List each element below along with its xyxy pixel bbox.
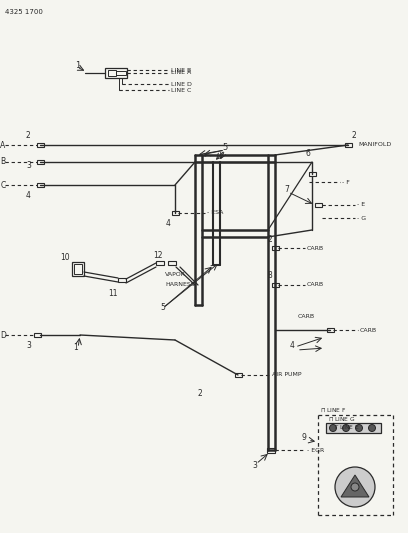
Bar <box>267 448 275 453</box>
Text: CARB: CARB <box>298 313 315 319</box>
Bar <box>308 172 315 176</box>
Bar <box>105 68 127 78</box>
Text: CARB: CARB <box>307 246 324 251</box>
Text: LINE D: LINE D <box>171 82 192 86</box>
Text: B: B <box>0 157 6 166</box>
Text: HARNESS: HARNESS <box>165 282 195 287</box>
Text: - F: - F <box>342 180 350 184</box>
Text: CARB: CARB <box>307 282 324 287</box>
Bar <box>116 71 126 75</box>
Text: - EGR: - EGR <box>307 448 324 453</box>
Text: 2: 2 <box>26 132 31 141</box>
Text: 3: 3 <box>252 461 257 470</box>
Text: AIR PUMP: AIR PUMP <box>272 373 302 377</box>
Bar <box>33 333 40 337</box>
Bar <box>36 160 44 164</box>
Bar <box>171 211 179 215</box>
Text: 8: 8 <box>268 271 273 280</box>
Text: LINE A: LINE A <box>171 70 191 76</box>
Text: - G: - G <box>357 215 366 221</box>
Text: - E: - E <box>357 203 365 207</box>
Circle shape <box>330 424 337 432</box>
Bar <box>271 246 279 250</box>
Text: 12: 12 <box>153 251 162 260</box>
Bar <box>36 183 44 187</box>
Circle shape <box>342 424 350 432</box>
Bar <box>74 264 82 274</box>
Text: VAPOR: VAPOR <box>165 272 186 278</box>
Text: 2: 2 <box>197 389 202 398</box>
Text: 5: 5 <box>160 303 165 312</box>
Text: A: A <box>0 141 6 149</box>
Text: 4: 4 <box>290 341 295 350</box>
Text: 9: 9 <box>302 433 307 442</box>
Text: LINE C: LINE C <box>171 87 191 93</box>
Text: 11: 11 <box>108 288 118 297</box>
Circle shape <box>351 483 359 491</box>
Bar <box>118 278 126 282</box>
Text: CARB: CARB <box>360 327 377 333</box>
Text: MANIFOLD: MANIFOLD <box>358 142 391 148</box>
Text: 10: 10 <box>60 253 70 262</box>
Circle shape <box>335 467 375 507</box>
Circle shape <box>368 424 375 432</box>
Bar <box>108 70 116 76</box>
Bar <box>344 143 352 147</box>
Circle shape <box>355 424 362 432</box>
Text: $\sqcap$ LINE F: $\sqcap$ LINE F <box>320 406 346 414</box>
Bar <box>72 262 84 276</box>
Text: 5: 5 <box>222 142 228 151</box>
Text: 7: 7 <box>284 185 289 195</box>
Bar <box>168 261 176 265</box>
Text: $\sqcap$ LINE G: $\sqcap$ LINE G <box>328 415 355 423</box>
Text: C: C <box>0 181 6 190</box>
Bar <box>156 261 164 265</box>
Text: 2: 2 <box>352 132 357 141</box>
Text: 3: 3 <box>26 341 31 350</box>
Text: 1: 1 <box>75 61 80 69</box>
Text: 1: 1 <box>73 343 78 351</box>
Text: 4: 4 <box>26 190 31 199</box>
Bar <box>326 423 381 433</box>
Text: 6: 6 <box>305 149 310 158</box>
Text: 2: 2 <box>268 235 273 244</box>
Text: $\Gamma$ LINE E: $\Gamma$ LINE E <box>334 423 359 431</box>
Polygon shape <box>341 475 369 497</box>
Text: 4: 4 <box>166 219 171 228</box>
Bar <box>36 143 44 147</box>
Bar <box>235 373 242 377</box>
Bar <box>315 203 322 207</box>
Text: D: D <box>0 330 6 340</box>
Text: LINE B: LINE B <box>171 68 191 72</box>
Bar <box>326 328 333 332</box>
Text: - ESA: - ESA <box>207 211 223 215</box>
Text: 3: 3 <box>26 160 31 169</box>
Text: 4325 1700: 4325 1700 <box>5 9 43 15</box>
Bar <box>271 283 279 287</box>
